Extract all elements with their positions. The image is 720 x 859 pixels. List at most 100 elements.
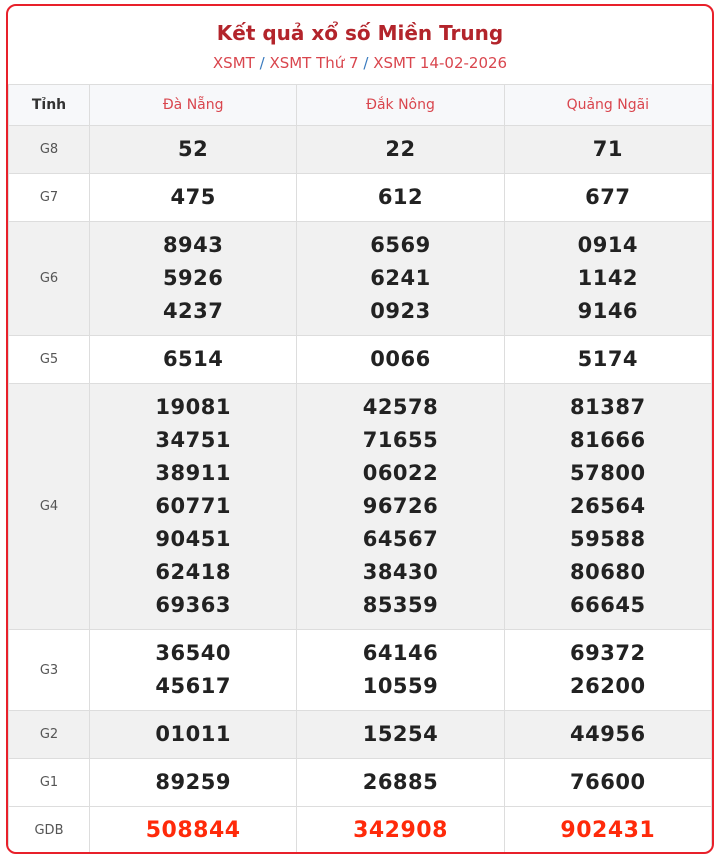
prize-row-g8: G8 52 22 71 [8, 125, 712, 174]
prize-cell: 69372 26200 [503, 629, 712, 711]
prize-number: 4237 [162, 299, 224, 323]
prize-number: 15254 [362, 722, 439, 746]
prize-cell: 81387 81666 57800 26564 59588 80680 66645 [503, 383, 712, 630]
prize-number: 38430 [362, 560, 439, 584]
prize-number: 57800 [570, 461, 646, 485]
prize-cell: 902431 [503, 806, 712, 852]
breadcrumb-xsmt-date[interactable]: XSMT 14-02-2026 [373, 54, 508, 72]
prize-number: 80680 [570, 560, 646, 584]
prize-cell: 475 [88, 173, 298, 222]
prize-number: 71 [592, 137, 623, 161]
prize-number: 677 [585, 185, 631, 209]
prize-number: 66645 [570, 593, 646, 617]
prize-cell: 42578 71655 06022 96726 64567 38430 85359 [296, 383, 505, 630]
prize-row-gdb: GDB 508844 342908 902431 [8, 806, 712, 852]
prize-number: 64567 [362, 527, 439, 551]
prize-row-g1: G1 89259 26885 76600 [8, 758, 712, 807]
results-table: Tỉnh Đà Nẵng Đắk Nông Quảng Ngãi G8 52 22 7… [8, 84, 712, 852]
prize-cell: 5174 [503, 335, 712, 384]
prize-number: 01011 [155, 722, 231, 746]
prize-number: 902431 [560, 818, 656, 843]
prize-number: 9146 [577, 299, 639, 323]
prize-label: G4 [8, 383, 90, 630]
prize-number: 62418 [155, 560, 231, 584]
breadcrumb-xsmt-thu-7[interactable]: XSMT Thứ 7 [269, 54, 359, 72]
prize-label: G6 [8, 221, 90, 336]
breadcrumb-separator: / [259, 54, 265, 72]
prize-cell: 26885 [296, 758, 505, 807]
prize-number: 0914 [577, 233, 639, 257]
prize-number: 76600 [570, 770, 646, 794]
prize-cell: 01011 [88, 710, 298, 759]
prize-cell: 22 [296, 125, 505, 174]
header-province: Tỉnh [8, 84, 90, 126]
prize-cell: 6569 6241 0923 [296, 221, 505, 336]
prize-number: 69363 [155, 593, 231, 617]
prize-number: 475 [170, 185, 216, 209]
prize-number: 0923 [370, 299, 431, 323]
prize-number: 6514 [162, 347, 224, 371]
prize-number: 6569 [370, 233, 431, 257]
prize-number: 38911 [155, 461, 231, 485]
prize-label: G3 [8, 629, 90, 711]
prize-number: 52 [178, 137, 209, 161]
prize-number: 508844 [145, 818, 241, 843]
prize-number: 22 [385, 137, 416, 161]
prize-number: 5174 [577, 347, 639, 371]
page-title: Kết quả xổ số Miền Trung [216, 21, 504, 45]
prize-cell: 44956 [503, 710, 712, 759]
breadcrumb: XSMT / XSMT Thứ 7 / XSMT 14-02-2026 [8, 46, 712, 84]
prize-cell: 76600 [503, 758, 712, 807]
prize-cell: 15254 [296, 710, 505, 759]
prize-row-g4: G4 19081 34751 38911 60771 90451 62418 69363 425… [8, 383, 712, 630]
prize-label: G2 [8, 710, 90, 759]
prize-row-g7: G7 475 612 677 [8, 173, 712, 222]
prize-number: 64146 [362, 641, 439, 665]
table-header: Tỉnh Đà Nẵng Đắk Nông Quảng Ngãi [8, 84, 712, 126]
prize-row-g6: G6 8943 5926 4237 6569 6241 0923 0914 1142 9146 [8, 221, 712, 336]
prize-number: 1142 [577, 266, 639, 290]
prize-number: 36540 [155, 641, 231, 665]
header-dak-nong[interactable]: Đắk Nông [296, 84, 505, 126]
header-quang-ngai[interactable]: Quảng Ngãi [503, 84, 712, 126]
prize-number: 89259 [155, 770, 231, 794]
prize-label: G1 [8, 758, 90, 807]
prize-number: 26200 [570, 674, 646, 698]
prize-number: 6241 [370, 266, 431, 290]
prize-cell: 0914 1142 9146 [503, 221, 712, 336]
prize-cell: 612 [296, 173, 505, 222]
prize-number: 59588 [570, 527, 646, 551]
prize-cell: 0066 [296, 335, 505, 384]
prize-label: G7 [8, 173, 90, 222]
prize-cell: 52 [88, 125, 298, 174]
prize-cell: 19081 34751 38911 60771 90451 62418 69363 [88, 383, 298, 630]
prize-number: 34751 [155, 428, 231, 452]
prize-number: 69372 [570, 641, 646, 665]
prize-number: 81666 [570, 428, 646, 452]
prize-number: 26564 [570, 494, 646, 518]
prize-label: GDB [8, 806, 90, 852]
prize-number: 60771 [155, 494, 231, 518]
prize-cell: 6514 [88, 335, 298, 384]
results-card: Kết quả xổ số Miền Trung XSMT / XSMT Thứ… [6, 4, 714, 854]
prize-number: 342908 [353, 818, 448, 843]
prize-row-g5: G5 6514 0066 5174 [8, 335, 712, 384]
prize-number: 42578 [362, 395, 439, 419]
prize-row-g3: G3 36540 45617 64146 10559 69372 26200 [8, 629, 712, 711]
prize-cell: 508844 [88, 806, 298, 852]
prize-number: 19081 [155, 395, 231, 419]
prize-number: 0066 [370, 347, 431, 371]
header-da-nang[interactable]: Đà Nẵng [88, 84, 298, 126]
prize-number: 81387 [570, 395, 646, 419]
breadcrumb-xsmt[interactable]: XSMT [212, 54, 255, 72]
prize-number: 45617 [155, 674, 231, 698]
breadcrumb-separator: / [363, 54, 369, 72]
prize-cell: 677 [503, 173, 712, 222]
prize-number: 96726 [362, 494, 439, 518]
prize-cell: 71 [503, 125, 712, 174]
prize-number: 90451 [155, 527, 231, 551]
prize-number: 26885 [362, 770, 439, 794]
prize-cell: 8943 5926 4237 [88, 221, 298, 336]
prize-cell: 342908 [296, 806, 505, 852]
prize-row-g2: G2 01011 15254 44956 [8, 710, 712, 759]
